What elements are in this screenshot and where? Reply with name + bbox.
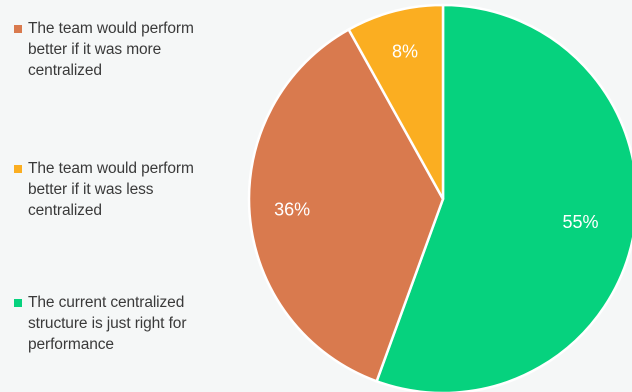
data-label-less-centralized: 8% — [392, 41, 418, 61]
slice-more-centralized — [247, 28, 445, 383]
legend-swatch-less-centralized — [14, 165, 22, 173]
legend-label-just-right: The current centralized structure is jus… — [28, 294, 187, 353]
data-label-just-right: 55% — [563, 212, 599, 232]
legend-label-less-centralized: The team would perform better if it was … — [28, 160, 194, 219]
legend-swatch-more-centralized — [14, 25, 22, 33]
data-label-more-centralized: 36% — [274, 200, 310, 220]
legend-item-just-right: The current centralized structure is jus… — [14, 292, 246, 355]
legend-swatch-just-right — [14, 299, 22, 307]
legend-item-less-centralized: The team would perform better if it was … — [14, 158, 246, 221]
pie-slices — [247, 3, 632, 392]
slice-just-right — [375, 3, 632, 392]
pie-data-labels: 55% 36% 8% — [274, 41, 598, 232]
slice-less-centralized — [347, 3, 445, 201]
legend-label-more-centralized: The team would perform better if it was … — [28, 20, 194, 79]
legend-item-more-centralized: The team would perform better if it was … — [14, 18, 246, 81]
